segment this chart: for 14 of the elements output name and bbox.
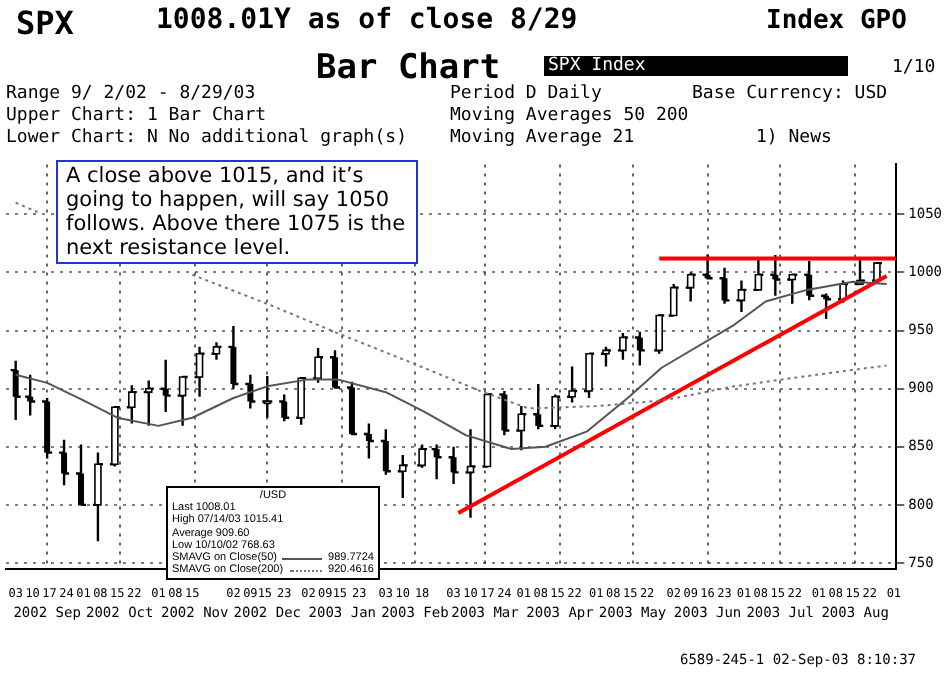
text: Base Currency: USD: [692, 84, 888, 104]
text: 1008.01Y as of close 8/29: [156, 4, 578, 36]
text: Range 9/ 2/02 - 8/29/03: [6, 84, 256, 104]
text: Moving Average 21: [450, 128, 635, 148]
text: Index GPO: [766, 6, 907, 36]
text: SPX: [16, 4, 74, 42]
annotation: A close above 1015, and it’s going to happen, will say 1050 follows. Above there 1075 is the next resistance level.: [56, 160, 418, 265]
text: Moving Averages 50 200: [450, 106, 689, 126]
text: Lower Chart: N No additional graph(s): [6, 128, 407, 148]
text: 1) News: [756, 128, 832, 148]
text: Upper Chart: 1 Bar Chart: [6, 106, 267, 126]
text: Period D Daily: [450, 84, 602, 104]
text: SPX Index: [544, 56, 848, 76]
text: 1/10: [892, 58, 936, 78]
